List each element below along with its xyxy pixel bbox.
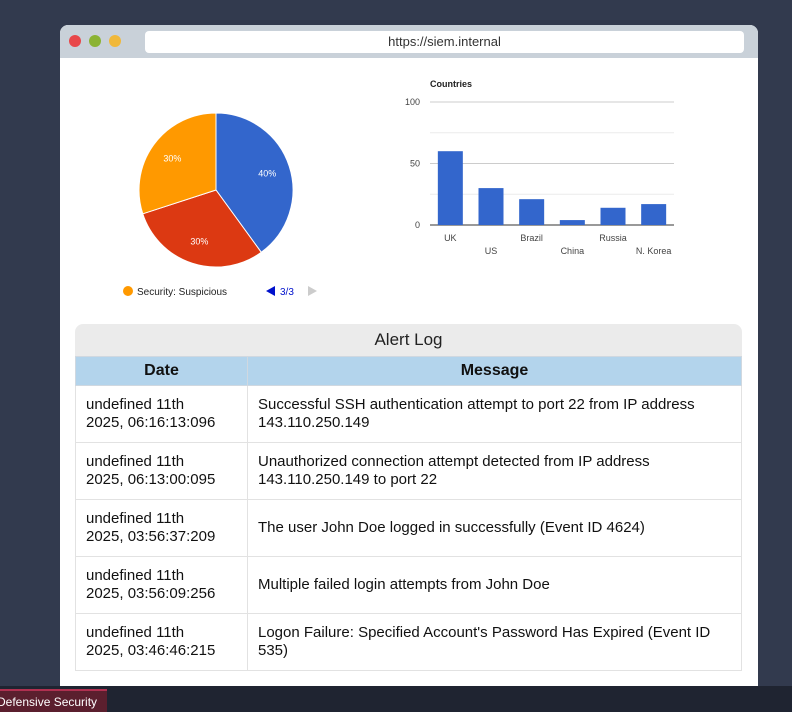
column-header: Message [247,356,742,386]
x-tick-label: UK [444,233,457,243]
legend-label: Security: Suspicious [137,287,227,298]
table-title: Alert Log [75,324,742,356]
date-text: undefined 11th 2025, 03:56:09:256 [86,567,216,602]
date-text: undefined 11th 2025, 06:13:00:095 [86,453,216,488]
bar [519,199,545,225]
chart-title: Countries [430,79,472,89]
bar [641,204,667,225]
column-header: Date [75,356,248,386]
legend-next [308,286,317,296]
date-text: undefined 11th 2025, 03:56:37:209 [86,510,216,545]
pie-slice [142,189,262,268]
bar [478,188,504,225]
x-tick-label: Russia [599,233,627,243]
table-row: undefined 11th 2025, 03:56:09:256 Multipl… [75,556,742,614]
table-cell: Multiple failed login attempts from John… [247,556,742,614]
table-cell: undefined 11th 2025, 03:46:46:215 [75,613,248,671]
pie-slice [138,112,217,215]
table-row: undefined 11th 2025, 03:46:46:215 Logon F… [75,613,742,671]
table-cell: Logon Failure: Specified Account's Passw… [247,613,742,671]
bar [559,220,585,225]
title-bar: https://siem.internal [60,25,758,58]
slice-label: 30% [190,236,208,246]
x-tick-label: N. Korea [636,246,672,256]
table-cell: undefined 11th 2025, 03:56:09:256 [75,556,248,614]
y-tick-label: 0 [415,220,420,230]
message-text: Unauthorized connection attempt detected… [258,453,650,488]
table-cell: Unauthorized connection attempt detected… [247,442,742,500]
table-row: undefined 11th 2025, 06:13:00:095 Unautho… [75,442,742,500]
taskbar [0,686,792,712]
message-text: Logon Failure: Specified Account's Passw… [258,624,711,659]
y-tick-label: 50 [410,159,420,169]
table-cell: The user John Doe logged in successfully… [247,499,742,557]
legend-prev [266,286,275,296]
message-text: Successful SSH authentication attempt to… [258,396,695,431]
x-tick-label: US [485,246,498,256]
close-button[interactable] [69,35,81,47]
table-row: undefined 11th 2025, 03:56:37:209 The use… [75,499,742,557]
table-cell: Successful SSH authentication attempt to… [247,385,742,443]
slice-label: 40% [258,168,276,178]
header-row: Date Message [75,356,742,386]
alert-log: Alert Log Date Message undefined 11th 2025… [75,324,742,671]
message-text: The user John Doe logged in successfully… [258,519,645,536]
legend-page: 3/3 [280,287,294,298]
bar-chart: Countries 0 50 100 UK US Brazil China Russia N. K… [405,79,674,256]
table-cell: undefined 11th 2025, 03:56:37:209 [75,499,248,557]
x-tick-label: Brazil [520,233,543,243]
table: Date Message undefined 11th 2025, 06:16:13… [75,356,742,671]
slice-label: 30% [163,153,181,163]
pie-chart: 40% 30% 30% Security: Suspicious 3/3 [123,112,317,298]
table-cell: undefined 11th 2025, 06:16:13:096 [75,385,248,443]
pie-slice [215,112,294,253]
minimize-button[interactable] [89,35,101,47]
url-bar[interactable]: https://siem.internal [145,31,744,53]
bar [600,207,626,225]
date-text: undefined 11th 2025, 06:16:13:096 [86,396,216,431]
legend-swatch [123,286,133,296]
y-tick-label: 100 [405,97,420,107]
table-cell: undefined 11th 2025, 06:13:00:095 [75,442,248,500]
taskbar-tab[interactable]: Defensive Security [0,689,107,712]
x-tick-label: China [561,246,585,256]
maximize-button[interactable] [109,35,121,47]
table-row: undefined 11th 2025, 06:16:13:096 Success… [75,385,742,443]
bar [437,151,463,225]
message-text: Multiple failed login attempts from John… [258,576,550,593]
date-text: undefined 11th 2025, 03:46:46:215 [86,624,216,659]
